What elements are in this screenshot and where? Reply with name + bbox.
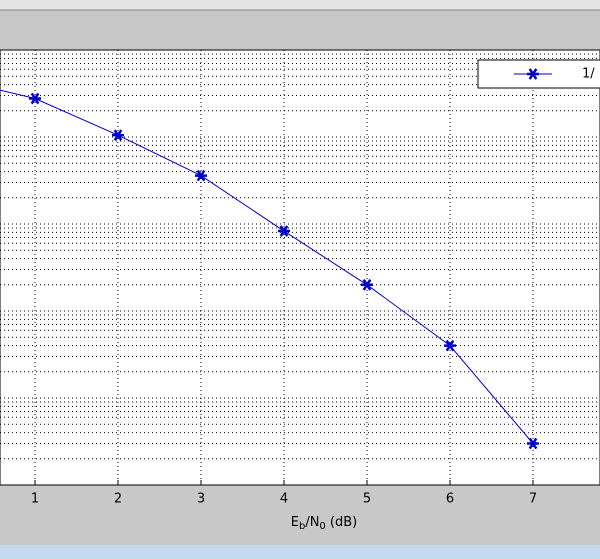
marker: [278, 225, 290, 237]
x-tick-label: 3: [197, 492, 205, 507]
marker: [112, 129, 124, 141]
plot: [0, 89, 539, 450]
axes: [0, 49, 600, 486]
series-line: [0, 89, 534, 444]
x-tick-label: 6: [446, 492, 454, 507]
x-axis-label: Eb/N0 (dB): [291, 515, 358, 533]
toolbar: [0, 0, 600, 10]
legend-marker: [527, 68, 539, 80]
x-label-sub: b: [299, 521, 305, 532]
legend-entry: 1/: [514, 67, 595, 82]
marker: [444, 339, 456, 352]
x-tick-label: 7: [529, 492, 537, 507]
status-strip: [0, 545, 600, 559]
x-label-part: /N: [305, 515, 319, 530]
marker: [361, 279, 373, 291]
x-label-sub: 0: [319, 521, 325, 532]
grid: [0, 50, 600, 485]
x-tick-label: 1: [31, 492, 39, 507]
x-label-part: (dB): [326, 515, 357, 530]
x-label-part: E: [291, 515, 299, 530]
legend-label: 1/: [582, 67, 595, 82]
x-tick-label: 4: [280, 492, 288, 507]
marker: [29, 92, 41, 105]
ticks: 1 2 3 4 5 6 7: [31, 480, 537, 507]
x-tick-label: 2: [114, 492, 122, 507]
x-tick-label: 5: [363, 492, 371, 507]
marker: [195, 169, 207, 182]
marker: [527, 437, 539, 450]
